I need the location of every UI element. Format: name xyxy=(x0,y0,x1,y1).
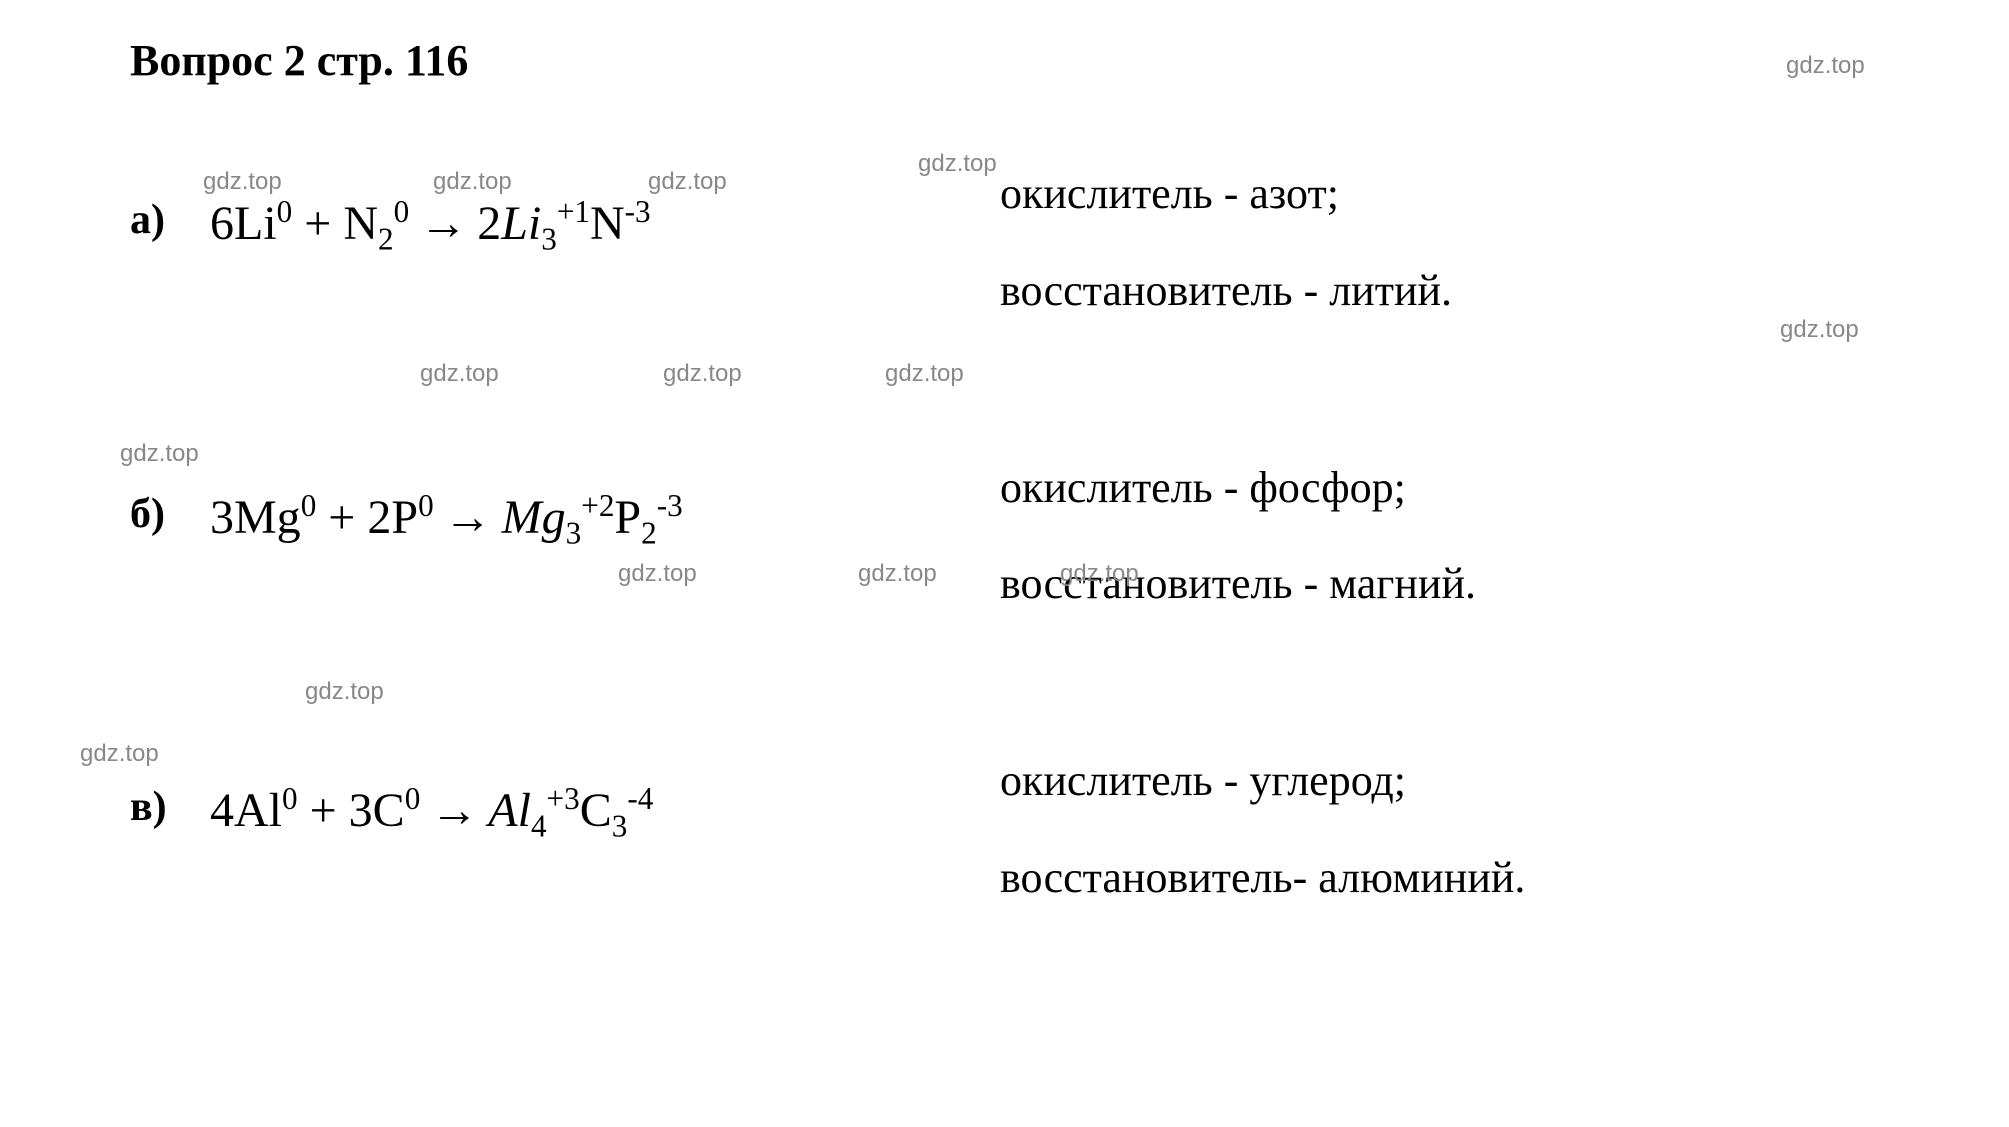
eq-a-prodelem1: Li xyxy=(501,197,541,250)
eq-v-coef2: 3 xyxy=(349,784,373,837)
section-v-label: в) xyxy=(130,733,210,831)
eq-b-arrow: → xyxy=(444,490,492,545)
eq-a-prodcharge2: -3 xyxy=(625,194,651,229)
eq-b-charge1: 0 xyxy=(301,488,317,523)
reducer-a: восстановитель - литий. xyxy=(1000,243,1879,340)
eq-b-elem2: P xyxy=(391,491,418,544)
eq-b-prodcharge1: +2 xyxy=(581,488,614,523)
eq-b-prodsub2: 2 xyxy=(641,515,657,550)
eq-a-prodelem2: N xyxy=(590,197,625,250)
roles-b: окислитель - фосфор; восстановитель - ма… xyxy=(970,440,1879,634)
roles-v: окислитель - углерод; восстановитель- ал… xyxy=(970,733,1879,927)
equation-b: 3Mg0 + 2P0→Mg3+2P2-3 xyxy=(210,440,970,545)
eq-a-sub2: 2 xyxy=(378,222,394,257)
eq-b-coef1: 3 xyxy=(210,491,234,544)
eq-v-charge1: 0 xyxy=(282,781,298,816)
equation-a: 6Li0 + N20→2Li3+1N-3 xyxy=(210,146,970,251)
reducer-v: восстановитель- алюминий. xyxy=(1000,830,1879,927)
eq-v-elem1: Al xyxy=(234,784,282,837)
eq-a-coefprod: 2 xyxy=(477,197,501,250)
reducer-b: восстановитель - магний. xyxy=(1000,536,1879,633)
eq-b-prodelem2: P xyxy=(614,491,641,544)
eq-a-elem1: Li xyxy=(234,197,277,250)
eq-a-plus: + xyxy=(292,197,343,250)
watermark-7: gdz.top xyxy=(663,360,742,388)
eq-v-prodelem2: C xyxy=(580,784,612,837)
eq-v-prodsub2: 3 xyxy=(612,809,628,844)
eq-a-prodcharge1: +1 xyxy=(557,194,590,229)
oxidizer-a: окислитель - азот; xyxy=(1000,146,1879,243)
roles-a: окислитель - азот; восстановитель - лити… xyxy=(970,146,1879,340)
equation-v: 4Al0 + 3C0→Al4+3C3-4 xyxy=(210,733,970,838)
eq-b-prodelem1: Mg xyxy=(502,491,566,544)
eq-v-plus: + xyxy=(298,784,349,837)
eq-a-prodsub1: 3 xyxy=(541,222,557,257)
section-a-label: а) xyxy=(130,146,210,244)
section-v: в) 4Al0 + 3C0→Al4+3C3-4 окислитель - угл… xyxy=(130,733,1879,927)
eq-b-coef2: 2 xyxy=(367,491,391,544)
eq-v-prodsub1: 4 xyxy=(531,809,547,844)
watermark-6: gdz.top xyxy=(420,360,499,388)
eq-a-charge2: 0 xyxy=(394,194,410,229)
eq-v-arrow: → xyxy=(430,783,478,838)
section-b: б) 3Mg0 + 2P0→Mg3+2P2-3 окислитель - фос… xyxy=(130,440,1879,634)
eq-v-prodcharge1: +3 xyxy=(547,781,580,816)
eq-v-coef1: 4 xyxy=(210,784,234,837)
eq-a-coef1: 6 xyxy=(210,197,234,250)
eq-a-arrow: → xyxy=(419,196,467,251)
eq-v-elem2: C xyxy=(373,784,405,837)
eq-b-prodcharge2: -3 xyxy=(657,488,683,523)
oxidizer-v: окислитель - углерод; xyxy=(1000,733,1879,830)
eq-b-charge2: 0 xyxy=(418,488,434,523)
eq-v-charge2: 0 xyxy=(405,781,421,816)
eq-b-plus: + xyxy=(316,491,367,544)
eq-v-prodelem1: Al xyxy=(488,784,531,837)
page-title: Вопрос 2 стр. 116 xyxy=(130,35,1879,86)
eq-b-elem1: Mg xyxy=(234,491,301,544)
section-a: а) 6Li0 + N20→2Li3+1N-3 окислитель - азо… xyxy=(130,146,1879,340)
watermark-13: gdz.top xyxy=(305,678,384,706)
eq-v-prodcharge2: -4 xyxy=(627,781,653,816)
eq-a-charge1: 0 xyxy=(277,194,293,229)
watermark-8: gdz.top xyxy=(885,360,964,388)
oxidizer-b: окислитель - фосфор; xyxy=(1000,440,1879,537)
eq-a-elem2: N xyxy=(343,197,378,250)
eq-b-prodsub1: 3 xyxy=(566,515,582,550)
section-b-label: б) xyxy=(130,440,210,538)
